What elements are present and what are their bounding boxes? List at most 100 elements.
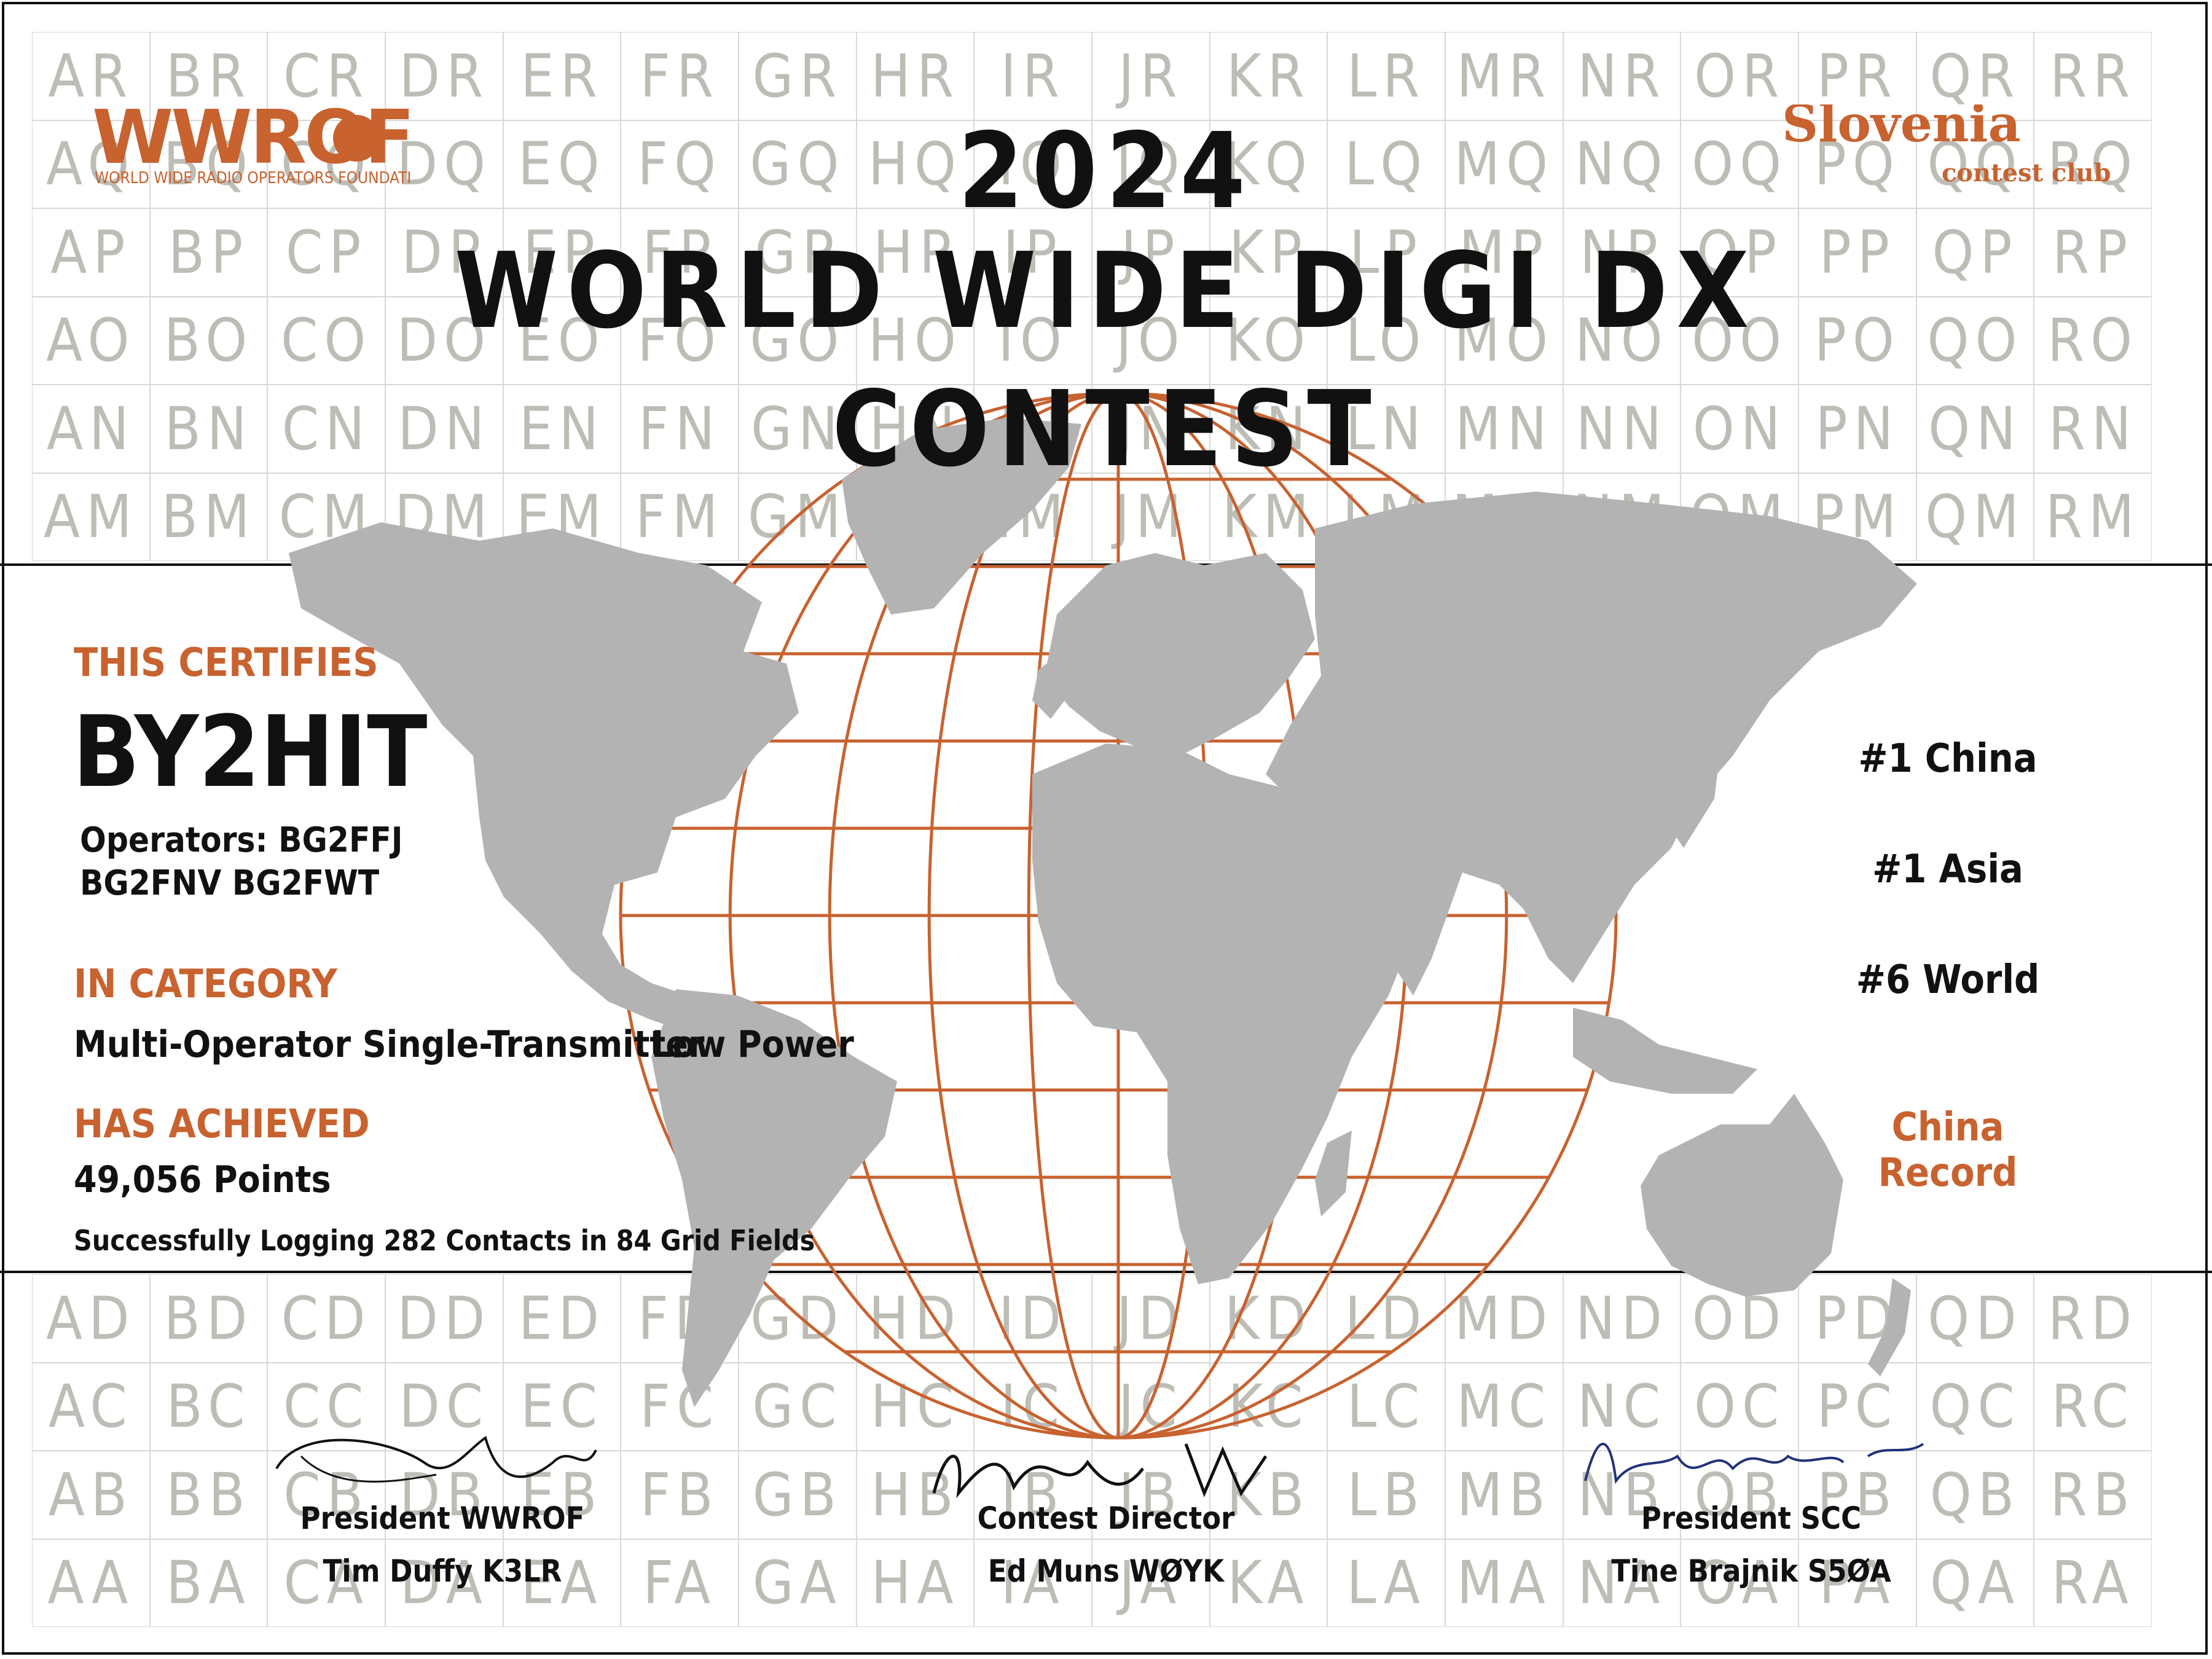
grid-field-label: DD <box>385 1274 503 1363</box>
grid-field-label: DQ <box>385 120 503 208</box>
certifies-label: THIS CERTIFIES <box>74 640 378 686</box>
grid-field-label: BD <box>149 1274 268 1363</box>
grid-field-label: AN <box>32 385 150 473</box>
grid-field-label: CC <box>267 1362 385 1451</box>
grid-field-label: MR <box>1445 32 1563 120</box>
achieved-label: HAS ACHIEVED <box>74 1102 370 1147</box>
grid-field-label: RP <box>2034 208 2152 297</box>
operators-line1: Operators: BG2FFJ <box>80 820 403 860</box>
callsign: BY2HIT <box>73 694 428 809</box>
grid-field-label: GR <box>739 32 857 120</box>
operators-line2: BG2FNV BG2FWT <box>80 863 380 903</box>
grid-field-label: PA <box>1798 1539 1916 1627</box>
grid-field-label: BC <box>149 1362 268 1451</box>
grid-field-label: CR <box>267 32 385 120</box>
grid-field-label: CP <box>267 208 385 297</box>
grid-field-label: MO <box>1445 296 1563 385</box>
grid-field-label: ER <box>503 32 621 120</box>
grid-field-label: PR <box>1798 32 1916 120</box>
grid-field-label: HA <box>856 1539 975 1627</box>
grid-field-label: CO <box>267 296 385 385</box>
grid-field-label: RB <box>2034 1451 2152 1539</box>
grid-field-label: DN <box>385 385 503 473</box>
signature-name-2: Ed Muns WØYK <box>987 1553 1225 1589</box>
grid-field-label: IP <box>974 208 1092 297</box>
contest-year: 2024 <box>958 111 1254 232</box>
grid-field-label: LR <box>1327 32 1445 120</box>
grid-field-label: AO <box>32 296 150 385</box>
grid-field-label: BO <box>149 296 268 385</box>
grid-field-label: EP <box>503 208 621 297</box>
grid-field-label: QR <box>1916 32 2034 120</box>
grid-field-label: FQ <box>621 120 739 208</box>
grid-field-label: QQ <box>1916 120 2034 208</box>
grid-field-label: JO <box>1092 296 1210 385</box>
grid-field-label: NB <box>1563 1451 1681 1539</box>
grid-field-label: KP <box>1209 208 1328 297</box>
grid-field-label: AM <box>32 473 150 561</box>
grid-field-label: BP <box>149 208 268 297</box>
signature-role-2: Contest Director <box>977 1500 1235 1536</box>
grid-field-label: FR <box>621 32 739 120</box>
grid-field-label: ON <box>1681 385 1798 473</box>
grid-field-label: KQ <box>1209 120 1328 208</box>
grid-field-label: IO <box>974 296 1092 385</box>
category-value: Multi-Operator Single-Transmitter <box>74 1023 705 1066</box>
grid-field-label: QB <box>1916 1451 2034 1539</box>
grid-field-label: PO <box>1798 296 1916 385</box>
grid-field-label: AP <box>32 208 150 297</box>
grid-field-label: HR <box>856 32 975 120</box>
svg-text:Slovenia: Slovenia <box>1782 104 2021 154</box>
grid-field-label: NO <box>1563 296 1681 385</box>
grid-field-label: DR <box>385 32 503 120</box>
grid-field-label: CN <box>267 385 385 473</box>
grid-field-label: EQ <box>503 120 621 208</box>
grid-field-label: OR <box>1681 32 1798 120</box>
grid-field-label: NR <box>1563 32 1681 120</box>
grid-field-label: QN <box>1916 385 2034 473</box>
wwrof-logo-mark: WWROF WORLD WIDE RADIO OPERATORS FOUNDAT… <box>92 95 433 187</box>
grid-field-label: AR <box>32 32 150 120</box>
grid-field-label: BQ <box>149 120 268 208</box>
grid-field-label: GP <box>739 208 857 297</box>
grid-field-label: BR <box>149 32 268 120</box>
points-value: 49,056 Points <box>74 1158 331 1201</box>
grid-field-label: QO <box>1916 296 2034 385</box>
grid-field-label: QC <box>1916 1362 2034 1451</box>
grid-field-label: FA <box>621 1539 739 1627</box>
grid-field-label: GO <box>739 296 857 385</box>
grid-field-label: RN <box>2034 385 2152 473</box>
grid-field-label: OO <box>1681 296 1798 385</box>
grid-field-label: JQ <box>1092 120 1210 208</box>
grid-field-label: GQ <box>739 120 857 208</box>
grid-field-label: PC <box>1798 1362 1916 1451</box>
rank-world: #6 World <box>1856 957 2040 1003</box>
grid-field-label: LP <box>1327 208 1445 297</box>
wwrof-logo: WWROF WORLD WIDE RADIO OPERATORS FOUNDAT… <box>92 61 433 190</box>
grid-field-label: JP <box>1092 208 1210 297</box>
grid-field-label: NQ <box>1563 120 1681 208</box>
scc-logo-mark: Slovenia contest club <box>1782 95 2111 187</box>
grid-field-label: QA <box>1916 1539 2034 1627</box>
grid-field-label: BA <box>149 1539 268 1627</box>
grid-field-label: OC <box>1681 1362 1798 1451</box>
grid-field-label: HP <box>856 208 975 297</box>
grid-field-label: IQ <box>974 120 1092 208</box>
grid-field-label: GA <box>739 1539 857 1627</box>
grid-field-label: GB <box>739 1451 857 1539</box>
grid-field-label: PQ <box>1798 120 1916 208</box>
grid-field-label: AD <box>32 1274 150 1363</box>
grid-field-label: CD <box>267 1274 385 1363</box>
grid-field-label: QP <box>1916 208 2034 297</box>
grid-field-label: JA <box>1092 1539 1210 1627</box>
grid-field-label: MB <box>1445 1451 1563 1539</box>
signature-muns <box>932 1443 1268 1499</box>
grid-field-label: QD <box>1916 1274 2034 1363</box>
grid-field-label: EC <box>503 1362 621 1451</box>
grid-field-label: DO <box>385 296 503 385</box>
rank-country: #1 China <box>1858 736 2037 782</box>
grid-field-label: CA <box>267 1539 385 1627</box>
grid-field-label: PP <box>1798 208 1916 297</box>
